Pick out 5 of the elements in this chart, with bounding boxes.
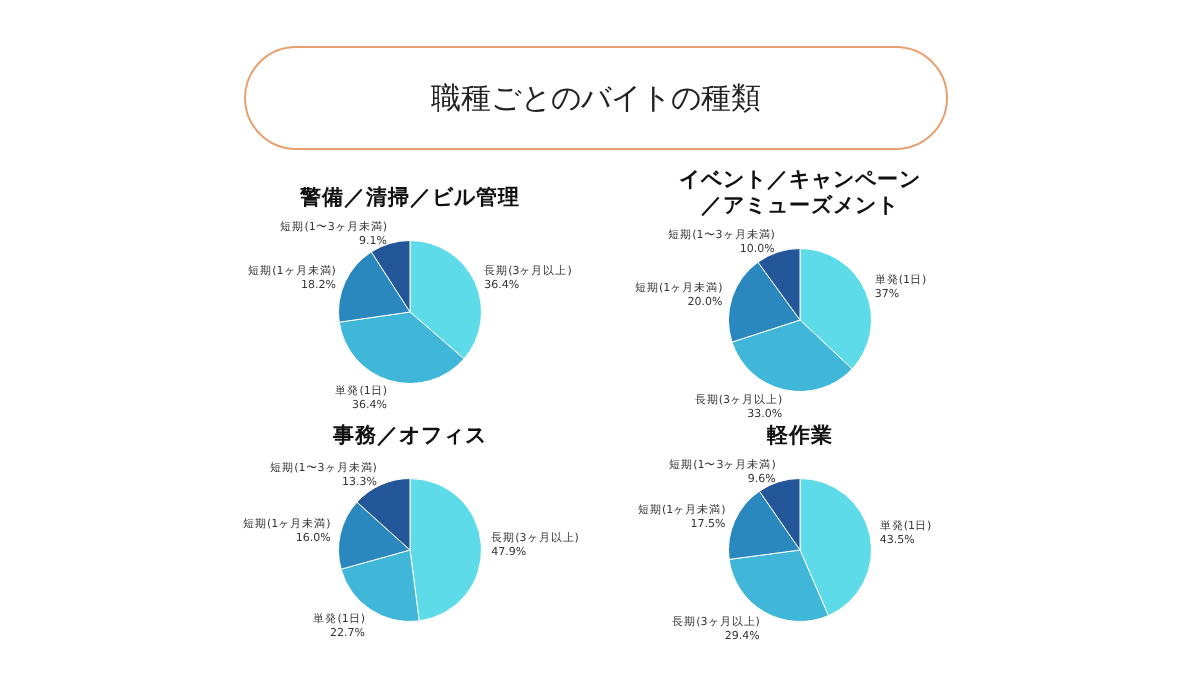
text: 職種ごとのバイトの種類 [244,46,948,150]
chart-title: 軽作業 [765,424,835,450]
chart-title: 事務／オフィス [331,424,489,450]
chart-title: 警備／清掃／ビル管理 [298,186,522,212]
chart-title: イベント／キャンペーン／アミューズメント [677,168,923,220]
